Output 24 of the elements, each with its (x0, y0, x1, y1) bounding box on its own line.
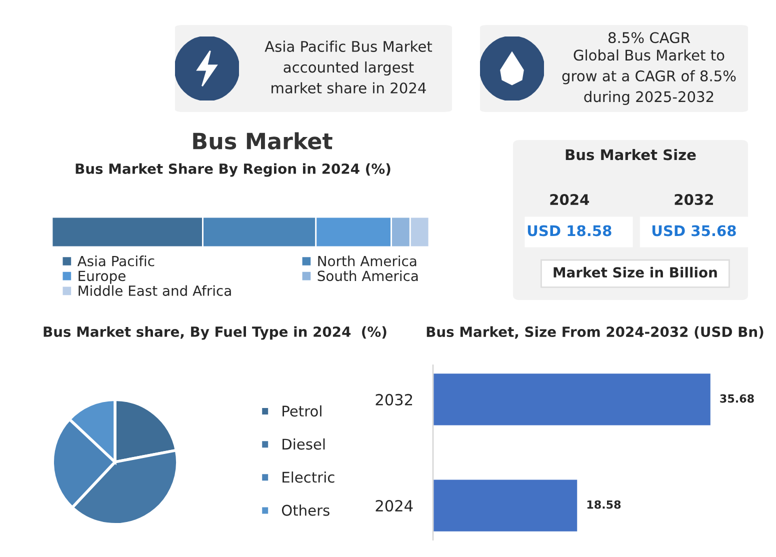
text: 2024 (550, 194, 590, 206)
text: USD 18.58 (528, 225, 612, 236)
text: Bus Market Size (566, 148, 696, 160)
legend-label: Middle East and Africa (78, 285, 231, 296)
legend-label: Electric (282, 471, 334, 483)
chart-title: Bus Market, Size From 2024-2032 (USD Bn) (426, 326, 764, 339)
chart-subtitle: Bus Market Share By Region in 2024 (%) (76, 163, 390, 177)
data-label: 18.58 (587, 500, 621, 509)
chart-title: Bus Market (193, 132, 332, 150)
legend-label: North America (318, 256, 416, 266)
text: Market Size in Billion (554, 266, 717, 278)
legend-label: South America (318, 270, 418, 282)
text: USD 35.68 (652, 225, 736, 236)
chart-title: Bus Market share, By Fuel Type in 2024 (%) (44, 326, 386, 340)
legend-label: Others (282, 504, 330, 516)
legend-label: Petrol (282, 405, 322, 417)
legend-label: Asia Pacific (77, 256, 154, 266)
data-label: 35.68 (720, 394, 754, 403)
text: Global Bus Market to grow at a CAGR of 8.5% during 2025-2032 (562, 49, 736, 106)
text: 8.5% CAGR (608, 32, 690, 44)
text: 2032 (674, 194, 713, 206)
text: Asia Pacific Bus Market accounted largest market share in 2024 (264, 40, 432, 94)
legend-label: Europe (78, 270, 126, 284)
legend-label: Diesel (282, 438, 325, 450)
